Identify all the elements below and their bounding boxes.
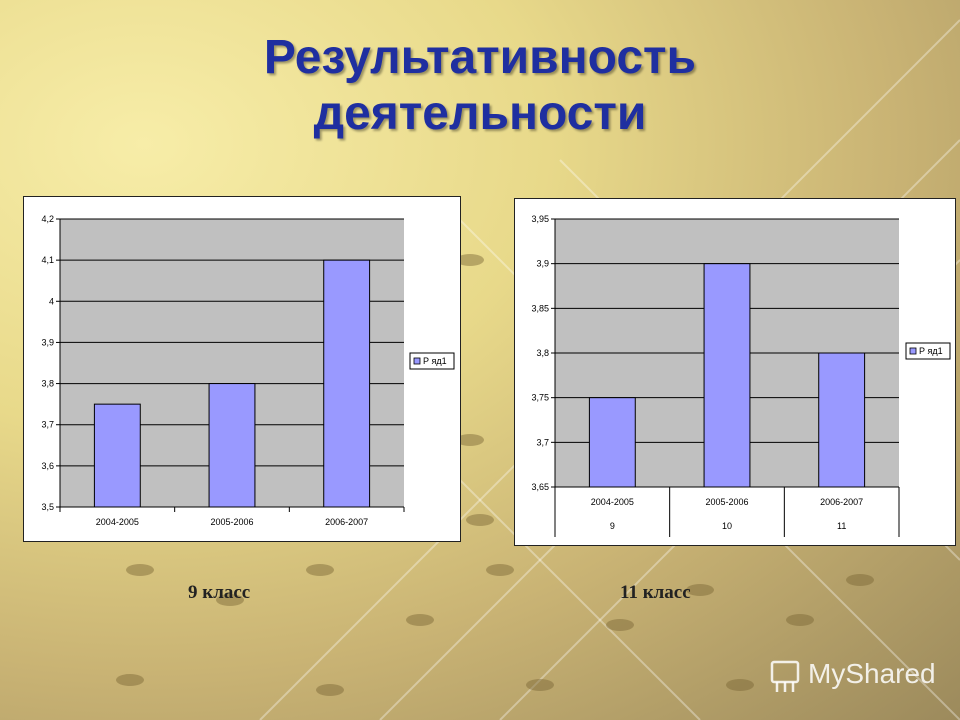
caption-9-class: 9 класс [188, 582, 251, 603]
legend-swatch [909, 347, 917, 355]
x-subcategory-label: 10 [722, 521, 732, 531]
legend-swatch [413, 357, 421, 365]
y-tick-label: 3,9 [41, 337, 54, 347]
bar [703, 263, 751, 488]
y-tick-label: 4 [49, 296, 54, 306]
bar [588, 397, 636, 488]
chart-11-class: 3,65 3,7 3,75 3,8 3,85 3,9 3,95 2004-2005 2005-2… [514, 198, 956, 546]
slide-title: Результативность деятельности [0, 30, 960, 142]
chart-11-class-svg: 3,65 3,7 3,75 3,8 3,85 3,9 3,95 2004-2005 2005-2… [531, 214, 951, 537]
x-subcategory-label: 11 [837, 521, 846, 531]
caption-11-class: 11 класс [620, 582, 691, 603]
bar [93, 403, 141, 508]
chart-9-class: 3,5 3,6 3,7 3,8 3,9 4 4,1 4,2 2004-2005 2005-2006… [23, 196, 461, 542]
y-tick-label: 3,75 [531, 393, 549, 403]
x-tick-label: 2004-2005 [96, 517, 139, 527]
x-tick-label: 2004-2005 [591, 497, 634, 507]
y-tick-label: 3,7 [536, 437, 549, 447]
y-tick-label: 3,8 [536, 348, 549, 358]
bar [818, 352, 866, 488]
x-tick-label: 2005-2006 [210, 517, 253, 527]
y-tick-label: 3,8 [41, 379, 54, 389]
legend-box [409, 352, 455, 370]
y-tick-label: 4,1 [41, 255, 54, 265]
y-tick-label: 3,85 [531, 303, 549, 313]
y-tick-label: 4,2 [41, 214, 54, 224]
legend-box [905, 342, 951, 360]
y-tick-label: 3,7 [41, 420, 54, 430]
myshared-logo-icon [770, 660, 800, 692]
bar [208, 383, 256, 508]
slide-title-line1: Результативность [263, 31, 697, 84]
legend-label: Р яд1 [919, 346, 943, 356]
y-tick-label: 3,95 [531, 214, 549, 224]
slide-title-line2: деятельности [313, 87, 647, 140]
y-tick-label: 3,6 [41, 461, 54, 471]
y-tick-label: 3,65 [531, 482, 549, 492]
y-tick-label: 3,9 [536, 259, 549, 269]
x-tick-label: 2006-2007 [325, 517, 368, 527]
myshared-logo: MyShared [766, 656, 946, 696]
x-tick-label: 2006-2007 [820, 497, 863, 507]
chart-9-class-svg: 3,5 3,6 3,7 3,8 3,9 4 4,1 4,2 2004-2005 2005-2006… [41, 214, 455, 527]
bar [323, 259, 371, 508]
myshared-logo-text: MyShared [808, 658, 936, 689]
legend-label: Р яд1 [423, 356, 447, 366]
x-tick-label: 2005-2006 [705, 497, 748, 507]
y-tick-label: 3,5 [41, 502, 54, 512]
x-subcategory-label: 9 [610, 521, 615, 531]
